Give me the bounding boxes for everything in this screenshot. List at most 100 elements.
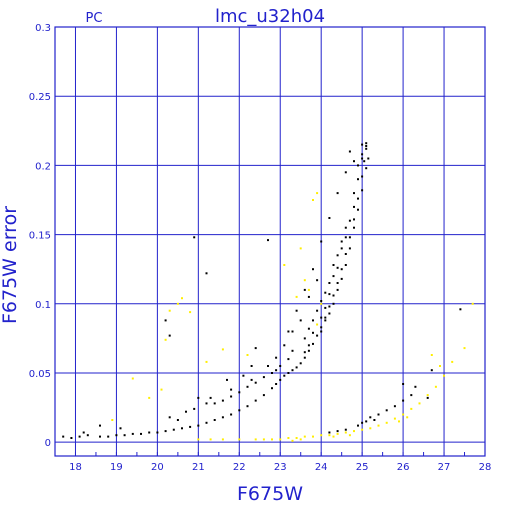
black-data-point: [328, 305, 331, 308]
black-data-point: [205, 421, 208, 424]
yellow-data-point: [176, 302, 179, 305]
black-data-point: [332, 275, 335, 278]
black-data-point: [275, 369, 278, 372]
yellow-data-point: [361, 428, 364, 431]
black-data-point: [340, 247, 343, 250]
yellow-data-point: [377, 424, 380, 427]
corner-label: PC: [86, 11, 103, 26]
black-data-point: [279, 378, 282, 381]
black-data-point: [324, 306, 327, 309]
black-data-point: [357, 178, 359, 181]
yellow-data-point: [299, 438, 302, 441]
black-points: [62, 142, 462, 439]
black-data-point: [410, 394, 413, 397]
black-data-point: [283, 374, 286, 377]
black-data-point: [238, 409, 241, 412]
black-data-point: [344, 226, 347, 229]
black-data-point: [324, 316, 327, 319]
black-data-point: [119, 427, 122, 430]
yellow-data-point: [385, 421, 388, 424]
black-data-point: [189, 425, 192, 428]
black-data-point: [316, 279, 319, 282]
black-data-point: [320, 300, 323, 302]
black-data-point: [197, 424, 200, 427]
yellow-data-point: [221, 438, 224, 441]
black-data-point: [262, 394, 265, 397]
black-data-point: [365, 167, 368, 170]
y-axis-label: F675W error: [0, 206, 21, 324]
black-data-point: [287, 358, 290, 361]
black-data-point: [393, 405, 396, 408]
black-data-point: [336, 282, 339, 284]
y-tick-label: 0.05: [29, 369, 51, 380]
yellow-data-point: [254, 438, 257, 441]
black-data-point: [156, 431, 159, 434]
black-data-point: [340, 277, 343, 280]
black-data-point: [221, 416, 224, 419]
black-data-point: [336, 430, 339, 433]
black-data-point: [99, 424, 101, 427]
black-data-point: [402, 383, 405, 385]
black-data-point: [291, 330, 294, 333]
black-data-point: [336, 254, 339, 257]
yellow-data-point: [295, 295, 298, 298]
black-data-point: [123, 434, 126, 437]
black-data-point: [361, 153, 364, 156]
black-data-point: [303, 356, 306, 359]
yellow-data-point: [221, 348, 224, 351]
black-data-point: [357, 164, 359, 167]
yellow-data-point: [353, 430, 355, 433]
yellow-data-point: [160, 388, 163, 391]
yellow-data-point: [197, 438, 200, 441]
black-data-point: [426, 396, 429, 399]
black-data-point: [226, 378, 228, 381]
black-data-point: [385, 409, 388, 412]
black-data-point: [279, 365, 282, 367]
black-data-point: [287, 372, 290, 374]
black-data-point: [316, 334, 319, 337]
yellow-data-point: [307, 288, 310, 291]
black-data-point: [205, 272, 208, 275]
yellow-data-point: [299, 247, 302, 250]
black-data-point: [238, 391, 241, 394]
black-data-point: [348, 236, 351, 239]
black-data-point: [336, 288, 339, 291]
black-data-point: [267, 239, 269, 242]
black-data-point: [348, 150, 351, 153]
black-data-point: [164, 430, 167, 433]
x-axis-label: F675W: [237, 483, 303, 505]
black-data-point: [344, 264, 347, 266]
black-data-point: [357, 424, 359, 427]
black-data-point: [320, 316, 323, 319]
black-data-point: [303, 337, 306, 340]
x-tick-label: 27: [438, 462, 451, 473]
black-data-point: [62, 435, 65, 438]
black-data-point: [344, 253, 347, 255]
black-data-point: [320, 326, 323, 329]
yellow-data-point: [439, 365, 441, 367]
black-data-point: [250, 378, 253, 381]
yellow-data-point: [320, 302, 323, 305]
black-data-point: [115, 434, 118, 437]
black-data-point: [99, 435, 101, 438]
black-data-point: [250, 365, 253, 367]
black-data-point: [336, 266, 339, 269]
y-tick-label: 0.2: [35, 161, 51, 172]
x-tick-label: 20: [151, 462, 164, 473]
black-data-point: [254, 347, 257, 350]
y-tick-label: 0.15: [29, 231, 51, 242]
yellow-data-point: [398, 420, 400, 423]
black-data-point: [320, 240, 323, 243]
black-data-point: [107, 435, 110, 438]
black-data-point: [193, 236, 196, 239]
black-data-point: [86, 434, 89, 437]
yellow-data-point: [410, 407, 413, 410]
black-data-point: [340, 240, 343, 243]
black-data-point: [336, 192, 339, 195]
yellow-data-point: [312, 199, 314, 201]
black-data-point: [230, 395, 233, 398]
black-data-point: [181, 427, 183, 430]
black-data-point: [271, 372, 273, 374]
x-tick-label: 24: [315, 462, 328, 473]
black-data-point: [213, 419, 216, 421]
